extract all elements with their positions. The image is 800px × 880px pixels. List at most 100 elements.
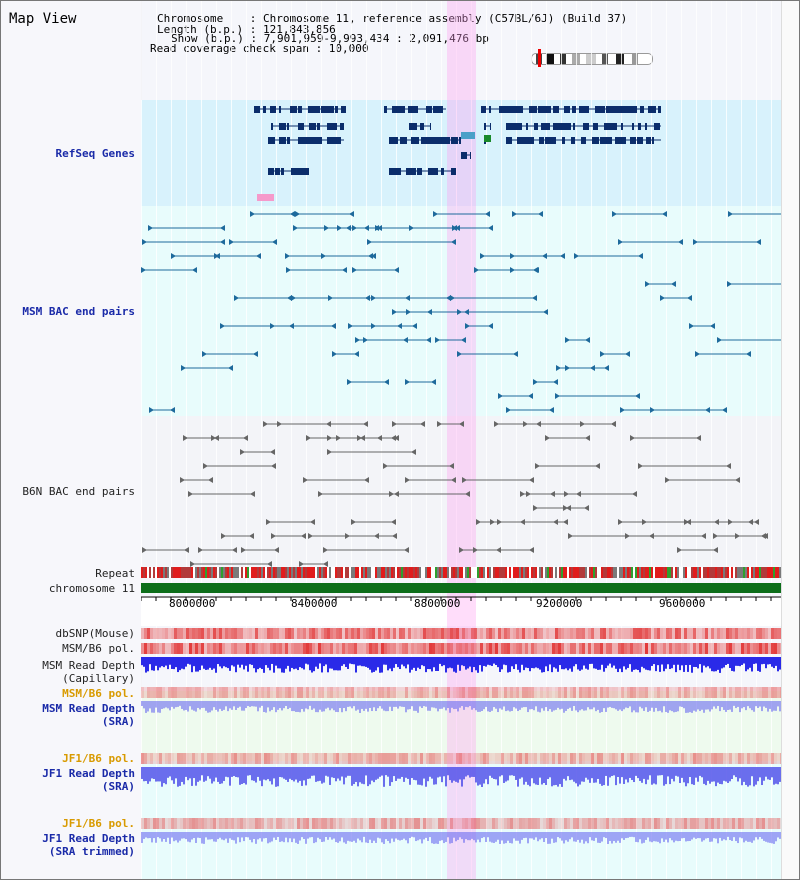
polymorphism-cell (438, 628, 441, 639)
grid-line (351, 1, 352, 879)
read-depth-bar (627, 701, 629, 709)
gene-exon (539, 137, 544, 144)
b6n-bac-pair-end (221, 533, 226, 539)
read-depth-bar (633, 701, 635, 711)
read-depth-bar (631, 701, 633, 713)
read-depth-bar (185, 701, 187, 710)
read-depth-bar (423, 657, 425, 667)
polymorphism-cell (264, 818, 267, 829)
grid-line (636, 1, 637, 879)
read-depth-bar (389, 767, 391, 786)
read-depth-bar (511, 701, 513, 711)
b6n-bac-pair-end (420, 421, 425, 427)
read-depth-bar (503, 657, 505, 665)
polymorphism-cell (645, 818, 648, 829)
polymorphism-cell (267, 687, 270, 698)
read-depth-bar (289, 657, 291, 672)
read-depth-bar (181, 767, 183, 782)
read-depth-bar (567, 701, 569, 709)
read-depth-bar (353, 767, 355, 785)
polymorphism-cell (612, 818, 615, 829)
track-area[interactable]: 8000000 8400000 8800000 9200000 9600000 (141, 1, 781, 879)
polymorphism-cell (663, 628, 666, 639)
polymorphism-cell (678, 687, 681, 698)
read-depth-bar (323, 701, 325, 712)
read-depth-bar (621, 657, 623, 673)
polymorphism-cell (753, 687, 756, 698)
read-depth-bar (319, 657, 321, 664)
gene-exon (640, 106, 644, 113)
b6n-bac-pair-end (576, 491, 581, 497)
polymorphism-cell (564, 687, 567, 698)
read-depth-bar (253, 832, 255, 839)
polymorphism-cell (594, 818, 597, 829)
polymorphism-cell (696, 643, 699, 654)
read-depth-bar (181, 701, 183, 709)
read-depth-bar (159, 701, 161, 713)
repeat-block (745, 567, 747, 578)
read-depth-bar (385, 767, 387, 776)
read-depth-bar (547, 701, 549, 712)
track-label-b6n-bac[interactable]: B6N BAC end pairs (22, 485, 135, 498)
read-depth-bar (643, 832, 645, 843)
track-label-refseq[interactable]: RefSeq Genes (55, 147, 135, 160)
repeat-block (177, 567, 179, 578)
polymorphism-cell (300, 643, 303, 654)
read-depth-bar (695, 701, 697, 712)
polymorphism-cell (732, 818, 735, 829)
read-depth-bar (145, 832, 147, 838)
read-depth-bar (283, 767, 285, 779)
track-label-msm-read-depth-capillary: MSM Read Depth (Capillary) (42, 659, 135, 685)
read-depth-bar (381, 701, 383, 709)
polymorphism-cell (381, 643, 384, 654)
read-depth-bar (581, 832, 583, 840)
polymorphism-cell (357, 643, 360, 654)
repeat-block (613, 567, 615, 578)
polymorphism-cell (495, 818, 498, 829)
b6n-bac-pair-end (183, 435, 188, 441)
repeat-block (623, 567, 625, 578)
polymorphism-cell (261, 643, 264, 654)
gene-exon (268, 168, 274, 175)
polymorphism-cell (540, 687, 543, 698)
polymorphism-cell (738, 818, 741, 829)
read-depth-bar (355, 657, 357, 673)
polymorphism-cell (348, 628, 351, 639)
read-depth-bar (271, 832, 273, 842)
read-depth-bar (301, 657, 303, 669)
polymorphism-cell (702, 628, 705, 639)
read-depth-bar (747, 657, 749, 670)
read-depth-bar (275, 832, 277, 840)
read-depth-bar (221, 767, 223, 784)
read-depth-bar (453, 767, 455, 781)
read-depth-bar (561, 701, 563, 709)
polymorphism-cell (765, 687, 768, 698)
polymorphism-cell (600, 818, 603, 829)
read-depth-bar (575, 767, 577, 784)
polymorphism-cell (426, 643, 429, 654)
repeat-block (337, 567, 339, 578)
track-label-msm-bac[interactable]: MSM BAC end pairs (22, 305, 135, 318)
polymorphism-cell (318, 643, 321, 654)
selection-highlight[interactable] (447, 1, 476, 879)
read-depth-bar (143, 767, 145, 782)
polymorphism-cell (573, 687, 576, 698)
polymorphism-cell (756, 628, 759, 639)
read-depth-bar (407, 832, 409, 844)
repeat-block (501, 567, 503, 578)
polymorphism-cell (453, 687, 456, 698)
read-depth-bar (281, 657, 283, 673)
read-depth-bar (161, 657, 163, 667)
read-depth-bar (623, 657, 625, 667)
read-depth-bar (463, 832, 465, 843)
read-depth-bar (687, 657, 689, 672)
read-depth-bar (511, 657, 513, 667)
read-depth-bar (323, 767, 325, 783)
repeat-block (241, 567, 243, 578)
polymorphism-cell (381, 628, 384, 639)
read-depth-bar (191, 767, 193, 786)
polymorphism-cell (585, 818, 588, 829)
read-depth-bar (345, 832, 347, 844)
msm-bac-pair-end (295, 211, 300, 217)
repeat-block (735, 567, 737, 578)
